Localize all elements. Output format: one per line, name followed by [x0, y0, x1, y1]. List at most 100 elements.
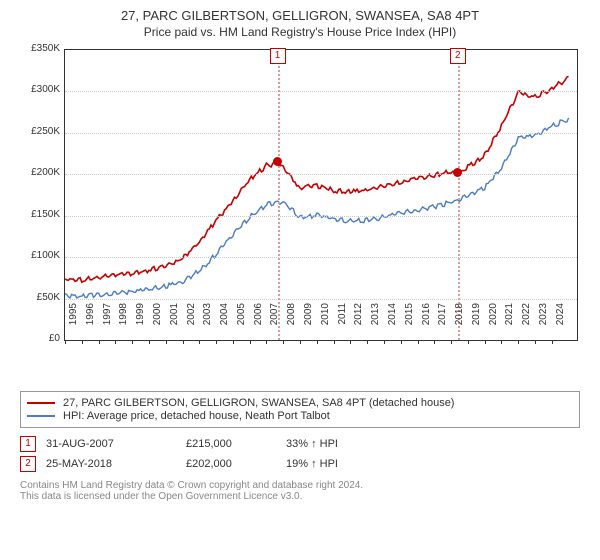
x-tick	[82, 340, 83, 344]
gridline-h	[65, 299, 577, 300]
legend-swatch	[27, 402, 55, 404]
x-tick	[99, 340, 100, 344]
x-tick	[65, 340, 66, 344]
x-tick-label: 2002	[186, 303, 197, 343]
x-tick	[266, 340, 267, 344]
y-tick-label: £50K	[20, 292, 60, 303]
x-tick	[199, 340, 200, 344]
x-tick-label: 2011	[337, 303, 348, 343]
x-tick-label: 2012	[353, 303, 364, 343]
x-tick	[115, 340, 116, 344]
x-tick-label: 2008	[286, 303, 297, 343]
footer-attribution: Contains HM Land Registry data © Crown c…	[20, 480, 580, 502]
plot-area: 12	[64, 49, 578, 341]
sale-marker-line	[458, 50, 460, 340]
series-hpi	[65, 118, 569, 298]
sale-index-box: 2	[20, 456, 36, 472]
footer-line1: Contains HM Land Registry data © Crown c…	[20, 480, 580, 491]
sale-date: 25-MAY-2018	[46, 458, 186, 470]
x-tick-label: 1995	[68, 303, 79, 343]
y-tick-label: £200K	[20, 167, 60, 178]
gridline-h	[65, 174, 577, 175]
x-tick-label: 2021	[504, 303, 515, 343]
x-tick-label: 2003	[202, 303, 213, 343]
y-tick-label: £350K	[20, 43, 60, 54]
x-tick-label: 2006	[253, 303, 264, 343]
x-tick	[384, 340, 385, 344]
y-tick-label: £0	[20, 333, 60, 344]
sale-delta: 33% ↑ HPI	[286, 438, 426, 450]
sale-price: £202,000	[186, 458, 286, 470]
chart-container: 12 £0 £50K £100K £150K £200K £250K £300K £350K 1…	[20, 45, 580, 385]
legend-label: HPI: Average price, detached house, Neat…	[63, 410, 330, 422]
x-tick-label: 2022	[521, 303, 532, 343]
x-tick-label: 1997	[102, 303, 113, 343]
y-tick-label: £100K	[20, 250, 60, 261]
x-tick	[233, 340, 234, 344]
x-tick	[434, 340, 435, 344]
x-tick	[183, 340, 184, 344]
legend-swatch	[27, 415, 55, 417]
x-tick	[149, 340, 150, 344]
legend-row: HPI: Average price, detached house, Neat…	[27, 410, 573, 422]
sale-marker-line	[278, 50, 280, 340]
x-tick-label: 2000	[152, 303, 163, 343]
gridline-h	[65, 257, 577, 258]
x-tick	[518, 340, 519, 344]
x-tick	[401, 340, 402, 344]
x-tick-label: 1999	[135, 303, 146, 343]
gridline-h	[65, 133, 577, 134]
gridline-h	[65, 91, 577, 92]
x-tick-label: 2007	[269, 303, 280, 343]
sale-delta: 19% ↑ HPI	[286, 458, 426, 470]
x-tick	[468, 340, 469, 344]
x-tick	[216, 340, 217, 344]
y-tick-label: £300K	[20, 84, 60, 95]
x-tick	[300, 340, 301, 344]
x-tick	[350, 340, 351, 344]
x-tick-label: 2004	[219, 303, 230, 343]
x-tick	[132, 340, 133, 344]
chart-subtitle: Price paid vs. HM Land Registry's House …	[10, 25, 590, 39]
sale-index-box: 1	[20, 436, 36, 452]
sale-row: 2 25-MAY-2018£202,00019% ↑ HPI	[20, 454, 580, 474]
x-tick-label: 2010	[320, 303, 331, 343]
sale-row: 1 31-AUG-2007£215,00033% ↑ HPI	[20, 434, 580, 454]
x-tick-label: 2016	[421, 303, 432, 343]
x-tick-label: 2017	[437, 303, 448, 343]
sales-table: 1 31-AUG-2007£215,00033% ↑ HPI 2 25-MAY-201…	[10, 434, 590, 474]
x-tick-label: 2015	[404, 303, 415, 343]
x-tick-label: 2020	[488, 303, 499, 343]
x-tick	[334, 340, 335, 344]
x-tick	[283, 340, 284, 344]
x-tick-label: 2009	[303, 303, 314, 343]
x-tick	[451, 340, 452, 344]
x-tick	[250, 340, 251, 344]
x-tick-label: 2001	[169, 303, 180, 343]
chart-title: 27, PARC GILBERTSON, GELLIGRON, SWANSEA,…	[10, 8, 590, 23]
footer-line2: This data is licensed under the Open Gov…	[20, 491, 580, 502]
x-tick-label: 1996	[85, 303, 96, 343]
x-tick	[166, 340, 167, 344]
legend-row: 27, PARC GILBERTSON, GELLIGRON, SWANSEA,…	[27, 397, 573, 409]
x-tick-label: 2013	[370, 303, 381, 343]
sale-marker-box: 1	[270, 48, 286, 64]
sale-price: £215,000	[186, 438, 286, 450]
x-tick	[552, 340, 553, 344]
x-tick	[317, 340, 318, 344]
x-tick-label: 2018	[454, 303, 465, 343]
x-tick	[485, 340, 486, 344]
x-tick-label: 2024	[555, 303, 566, 343]
legend-label: 27, PARC GILBERTSON, GELLIGRON, SWANSEA,…	[63, 397, 454, 409]
x-tick-label: 2014	[387, 303, 398, 343]
x-tick	[418, 340, 419, 344]
x-tick-label: 2005	[236, 303, 247, 343]
x-tick-label: 1998	[118, 303, 129, 343]
sale-date: 31-AUG-2007	[46, 438, 186, 450]
x-tick	[501, 340, 502, 344]
x-tick-label: 2023	[538, 303, 549, 343]
line-series-svg	[65, 50, 577, 340]
y-tick-label: £250K	[20, 126, 60, 137]
y-tick-label: £150K	[20, 209, 60, 220]
x-tick-label: 2019	[471, 303, 482, 343]
